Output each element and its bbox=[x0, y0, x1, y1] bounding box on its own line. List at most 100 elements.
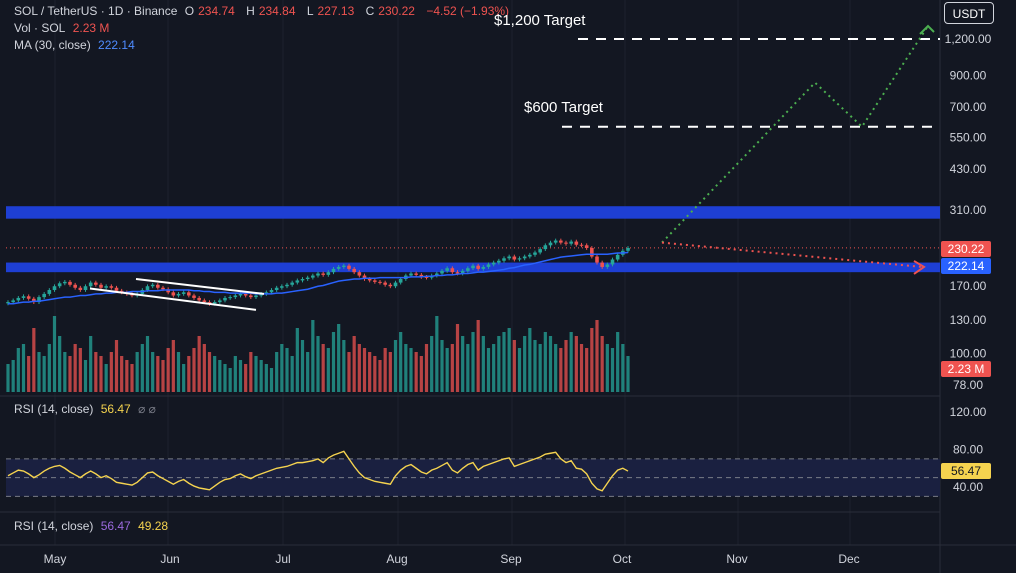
price-axis-tick: 430.00 bbox=[950, 162, 987, 176]
ma30-line bbox=[8, 251, 629, 305]
user-drawings[interactable] bbox=[89, 24, 940, 311]
candle-body bbox=[21, 296, 26, 298]
volume-bar bbox=[280, 344, 284, 392]
volume-bar bbox=[616, 332, 620, 392]
volume-bar bbox=[228, 368, 232, 392]
currency-unit-button[interactable]: USDT bbox=[944, 2, 994, 24]
volume-bar bbox=[300, 340, 305, 392]
volume-bar bbox=[68, 356, 72, 392]
candle-body bbox=[181, 292, 186, 294]
candle-body bbox=[311, 275, 315, 278]
candle-body bbox=[548, 242, 553, 246]
candle-body bbox=[512, 256, 517, 260]
close-value: 230.22 bbox=[378, 4, 415, 18]
candle-body bbox=[553, 240, 558, 243]
candle-body bbox=[507, 256, 511, 259]
rsi-pane bbox=[6, 450, 940, 497]
volume-bar bbox=[202, 344, 206, 392]
candle-body bbox=[300, 279, 305, 281]
volume-bar bbox=[342, 340, 346, 392]
candle-body bbox=[331, 268, 336, 273]
candle-body bbox=[249, 295, 253, 298]
candle-body bbox=[455, 272, 460, 274]
rsi2-label[interactable]: RSI (14, close) bbox=[14, 519, 94, 533]
volume-bar bbox=[388, 352, 392, 392]
candle-body bbox=[600, 262, 604, 267]
rsi2-legend: RSI (14, close) 56.47 49.28 bbox=[14, 519, 172, 533]
candle-body bbox=[378, 281, 382, 283]
volume-bar bbox=[249, 352, 253, 392]
volume-bar bbox=[269, 368, 274, 392]
volume-bar bbox=[626, 356, 630, 392]
volume-bar bbox=[476, 320, 480, 392]
volume-bar bbox=[481, 336, 485, 392]
candle-body bbox=[68, 281, 72, 285]
volume-bar bbox=[399, 332, 403, 392]
candle-body bbox=[497, 260, 501, 263]
candle-body bbox=[481, 266, 486, 269]
candle-body bbox=[460, 270, 465, 274]
candle-body bbox=[280, 286, 284, 288]
volume-bar bbox=[11, 360, 15, 392]
time-axis-tick: Aug bbox=[386, 552, 407, 566]
candle-body bbox=[574, 241, 579, 245]
vol-value: 2.23 M bbox=[72, 21, 110, 35]
volume-bar bbox=[595, 320, 599, 392]
ma-label[interactable]: MA (30, close) bbox=[14, 38, 91, 52]
candle-body bbox=[16, 297, 21, 301]
candle-body bbox=[409, 273, 413, 276]
bullish-projection-arrowhead bbox=[919, 24, 935, 35]
volume-bar bbox=[600, 336, 604, 392]
volume-bar bbox=[275, 352, 279, 392]
time-axis-tick: Sep bbox=[500, 552, 522, 566]
candle-body bbox=[564, 242, 568, 244]
candle-body bbox=[187, 292, 191, 296]
candle-body bbox=[145, 286, 150, 291]
volume-bar bbox=[135, 352, 139, 392]
candle-body bbox=[305, 277, 310, 280]
candle-body bbox=[533, 252, 537, 255]
candle-body bbox=[57, 283, 62, 287]
symbol-label[interactable]: SOL / TetherUS · 1D · Binance bbox=[14, 4, 178, 18]
volume-bar bbox=[207, 352, 212, 392]
candle-body bbox=[362, 275, 367, 280]
volume-bar bbox=[492, 344, 496, 392]
rsi-axis-tick: 40.00 bbox=[953, 480, 983, 494]
volume-bar bbox=[337, 324, 341, 392]
rsi-tag: 56.47 bbox=[941, 463, 991, 479]
volume-bar bbox=[109, 352, 113, 392]
candle-body bbox=[243, 293, 248, 296]
candle-body bbox=[88, 282, 93, 287]
ma-value: 222.14 bbox=[98, 38, 135, 52]
volume-bar bbox=[290, 356, 294, 392]
time-axis-tick: Dec bbox=[838, 552, 859, 566]
volume-bar bbox=[331, 332, 336, 392]
candle-body bbox=[388, 284, 393, 287]
volume-bar bbox=[233, 356, 237, 392]
candle-body bbox=[471, 265, 475, 269]
volume-bar bbox=[357, 344, 361, 392]
rsi-label[interactable]: RSI (14, close) bbox=[14, 402, 94, 416]
candle-body bbox=[569, 241, 573, 244]
candle-body bbox=[445, 268, 449, 271]
vol-label[interactable]: Vol · SOL bbox=[14, 21, 66, 35]
volume-bar bbox=[187, 356, 191, 392]
volume-bar bbox=[368, 352, 372, 392]
volume-bar bbox=[156, 356, 160, 392]
candle-body bbox=[538, 249, 542, 253]
candle-body bbox=[316, 273, 320, 276]
rsi-axis-tick: 80.00 bbox=[953, 443, 983, 457]
candle-body bbox=[109, 286, 114, 288]
volume-bar bbox=[393, 340, 398, 392]
volume-bar bbox=[590, 328, 594, 392]
volume-bar bbox=[151, 352, 155, 392]
candle-body bbox=[212, 302, 217, 304]
volume-bar bbox=[259, 360, 263, 392]
volume-bar bbox=[430, 336, 434, 392]
volume-bar bbox=[176, 352, 181, 392]
candle-body bbox=[517, 258, 522, 260]
volume-bar bbox=[16, 348, 20, 392]
volume-bar bbox=[311, 320, 315, 392]
rsi-axis-tick: 120.00 bbox=[950, 405, 987, 419]
